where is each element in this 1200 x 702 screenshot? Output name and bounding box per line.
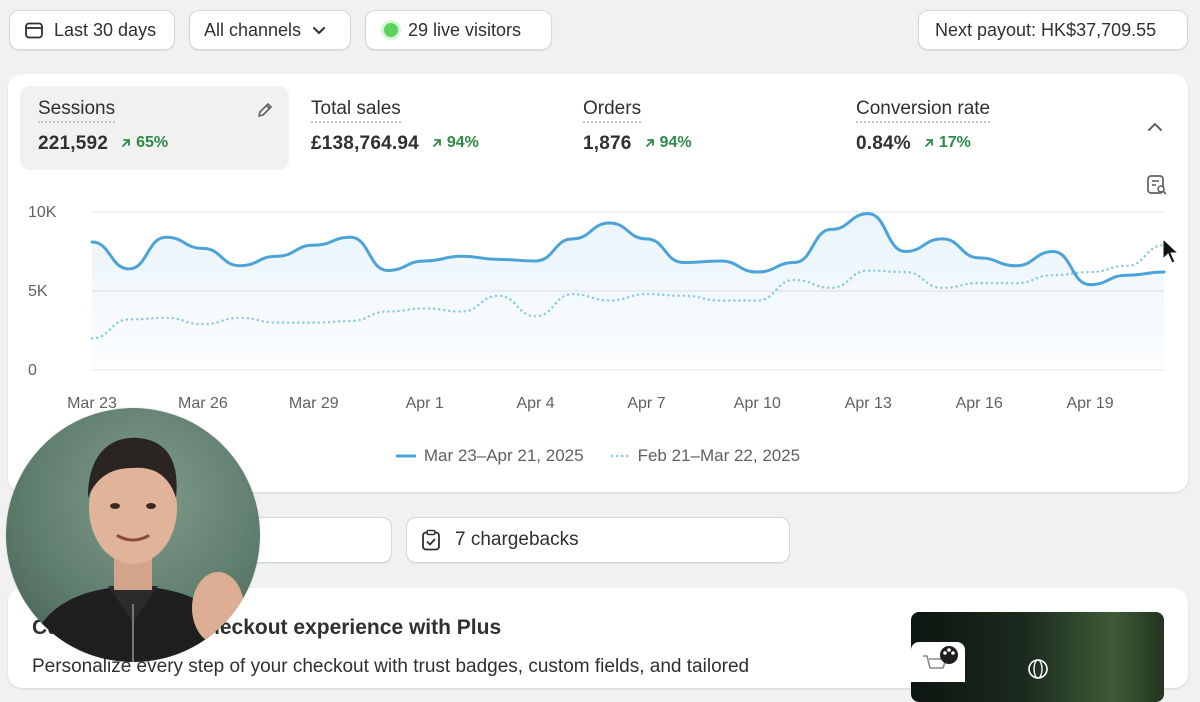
y-tick-label: 5K — [28, 283, 48, 300]
globe-icon — [1028, 659, 1048, 679]
series-line-previous-period[interactable] — [90, 243, 1166, 340]
arrow-up-right-icon — [432, 139, 441, 147]
chart-options-icon[interactable] — [1146, 174, 1168, 196]
metric-title: Total sales — [311, 98, 401, 123]
x-tick-label: Apr 10 — [734, 395, 781, 412]
x-tick-label: Apr 7 — [627, 395, 665, 412]
date-range-label: Last 30 days — [54, 19, 157, 40]
y-tick-label: 0 — [28, 362, 37, 379]
metric-tab-sessions[interactable]: Sessions 221,592 65% — [20, 86, 289, 170]
metric-value: £138,764.94 — [311, 133, 419, 154]
x-tick-label: Apr 19 — [1066, 395, 1113, 412]
metric-change: 17% — [923, 134, 971, 152]
x-tick-label: Mar 23 — [67, 395, 117, 412]
dotted-line-legend-icon — [610, 454, 630, 458]
legend-item-current[interactable]: Mar 23–Apr 21, 2025 — [395, 446, 584, 466]
metric-title: Conversion rate — [856, 98, 991, 123]
channels-label: All channels — [204, 19, 302, 40]
date-range-button[interactable]: Last 30 days — [9, 10, 175, 50]
mouse-cursor-icon — [1162, 237, 1180, 264]
sessions-line-chart: 10K 5K 0 Mar 23 Mar 26 Mar 29 Apr 1 Apr 4 Apr 7 A… — [28, 204, 1180, 412]
live-visitors-button[interactable]: 29 live visitors — [365, 10, 552, 50]
metric-change: 94% — [431, 134, 479, 152]
palette-icon — [940, 646, 958, 664]
metric-change: 65% — [120, 134, 168, 152]
live-visitors-label: 29 live visitors — [408, 19, 522, 40]
next-payout-label: Next payout: HK$37,709.55 — [935, 19, 1157, 40]
metric-value: 1,876 — [583, 133, 632, 154]
chevron-down-icon — [313, 27, 326, 34]
next-payout-button[interactable]: Next payout: HK$37,709.55 — [918, 10, 1188, 50]
chargebacks-button[interactable]: 7 chargebacks — [406, 517, 790, 563]
metric-value: 0.84% — [856, 133, 911, 154]
series-line-current-period[interactable] — [90, 212, 1166, 287]
x-tick-label: Apr 1 — [406, 395, 444, 412]
metric-title: Orders — [583, 98, 642, 123]
chevron-up-icon[interactable] — [1146, 118, 1164, 136]
promo-mini-card — [911, 642, 965, 682]
arrow-up-right-icon — [122, 139, 130, 147]
metric-change: 94% — [644, 134, 692, 152]
pencil-icon[interactable] — [255, 100, 275, 120]
x-tick-label: Apr 16 — [956, 395, 1003, 412]
metric-tab-conversion-rate[interactable]: Conversion rate 0.84% 17% — [838, 86, 1098, 170]
series-area-fill — [92, 213, 1164, 370]
analytics-card: Sessions 221,592 65% Total sales £138,76… — [8, 74, 1188, 492]
chart-legend: Mar 23–Apr 21, 2025 Feb 21–Mar 22, 2025 — [8, 446, 1188, 466]
x-tick-label: Mar 26 — [178, 395, 228, 412]
metric-tab-total-sales[interactable]: Total sales £138,764.94 94% — [293, 86, 553, 170]
legend-item-previous[interactable]: Feb 21–Mar 22, 2025 — [610, 446, 801, 466]
metric-value: 221,592 — [38, 133, 109, 154]
metric-title: Sessions — [38, 98, 116, 123]
live-status-dot-icon — [384, 23, 398, 37]
channels-dropdown[interactable]: All channels — [189, 10, 351, 50]
metric-tab-orders[interactable]: Orders 1,876 94% — [565, 86, 825, 170]
promo-image — [911, 612, 1164, 702]
x-tick-label: Apr 13 — [845, 395, 892, 412]
webcam-overlay — [6, 408, 260, 662]
x-tick-label: Mar 29 — [289, 395, 339, 412]
legend-label: Feb 21–Mar 22, 2025 — [637, 446, 801, 465]
chargebacks-label: 7 chargebacks — [455, 529, 579, 550]
y-tick-label: 10K — [28, 204, 57, 221]
arrow-up-right-icon — [645, 139, 654, 147]
clipboard-check-icon — [422, 529, 440, 551]
legend-label: Mar 23–Apr 21, 2025 — [423, 446, 584, 465]
presenter-video-image — [26, 437, 244, 662]
solid-line-legend-icon — [395, 454, 416, 458]
calendar-icon — [25, 22, 43, 39]
arrow-up-right-icon — [924, 139, 933, 147]
x-tick-label: Apr 4 — [516, 395, 554, 412]
